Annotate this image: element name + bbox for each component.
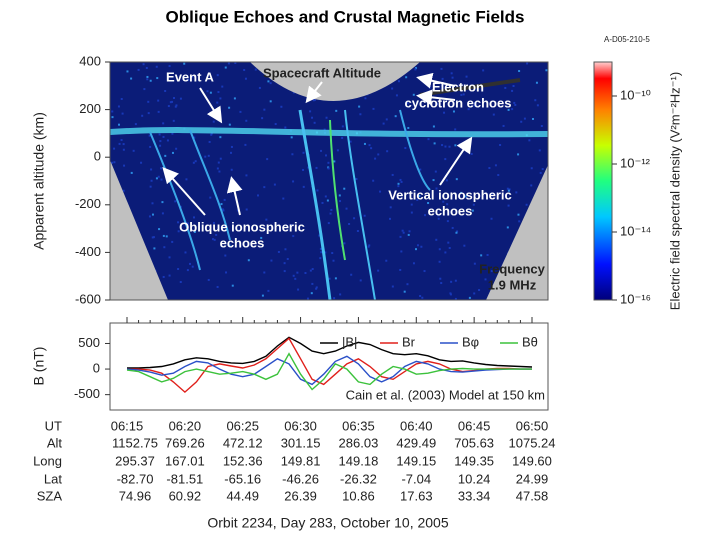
row-header: Long	[33, 453, 62, 468]
table-cell: 47.58	[516, 488, 549, 503]
colorbar	[593, 61, 613, 301]
row-header: SZA	[37, 488, 63, 503]
table-cell: -65.16	[224, 471, 261, 486]
table-cell: 24.99	[516, 471, 549, 486]
table-cell: 286.03	[339, 435, 379, 450]
table-cell: 1075.24	[509, 435, 556, 450]
table-cell: 33.34	[458, 488, 491, 503]
colorbar-tick-label: 10⁻¹⁶	[620, 291, 651, 306]
radargram-image	[110, 62, 548, 300]
y-tick-label: 400	[79, 53, 101, 68]
x-tick-label: 06:50	[516, 418, 549, 433]
table-cell: 152.36	[223, 453, 263, 468]
table-cell: 705.63	[454, 435, 494, 450]
x-tick-label: 06:35	[342, 418, 375, 433]
table-cell: -81.51	[166, 471, 203, 486]
annotation: echoes	[220, 235, 265, 250]
colorbar-label: Electric field spectral density (V²m⁻²Hz…	[667, 72, 682, 310]
table-cell: -82.70	[117, 471, 154, 486]
row-header: Lat	[44, 471, 62, 486]
figure-tag: A-D05-210-5	[604, 35, 650, 44]
annotation: cyclotron echoes	[405, 95, 512, 110]
y-tick-label: 0	[94, 149, 101, 164]
annotation: echoes	[428, 203, 473, 218]
table-cell: 26.39	[284, 488, 317, 503]
table-cell: 149.60	[512, 453, 552, 468]
colorbar-tick-label: 10⁻¹⁴	[620, 223, 651, 238]
page-title: Oblique Echoes and Crustal Magnetic Fiel…	[166, 7, 525, 26]
table-cell: 1152.75	[112, 435, 158, 450]
table-cell: 769.26	[165, 435, 205, 450]
table-cell: 17.63	[400, 488, 433, 503]
x-tick-label: 06:25	[226, 418, 259, 433]
row-header: UT	[45, 418, 62, 433]
table-cell: 60.92	[169, 488, 202, 503]
annotation: Oblique ionospheric	[179, 219, 305, 234]
annotation: Spacecraft Altitude	[263, 65, 381, 80]
x-tick-label: 06:45	[458, 418, 491, 433]
annotation: Event A	[166, 69, 215, 84]
x-tick-label: 06:30	[284, 418, 317, 433]
y-tick-label: 0	[93, 360, 100, 375]
y-tick-label: -400	[75, 244, 101, 259]
annotation: Vertical ionospheric	[388, 187, 512, 202]
table-cell: 44.49	[226, 488, 259, 503]
field-frame	[109, 322, 549, 411]
y-tick-label: -600	[75, 291, 101, 306]
y-axis-label: Apparent altitude (km)	[31, 112, 47, 250]
model-note: Cain et al. (2003) Model at 150 km	[346, 387, 545, 402]
y-tick-label: 200	[79, 101, 101, 116]
table-cell: 10.86	[342, 488, 375, 503]
legend-label: Bφ	[462, 334, 479, 349]
table-cell: 301.15	[281, 435, 321, 450]
annotation: 1.9 MHz	[488, 277, 537, 292]
legend-label: Bθ	[522, 334, 538, 349]
table-cell: 429.49	[396, 435, 436, 450]
legend-label: |B|	[342, 334, 357, 349]
table-cell: -26.32	[340, 471, 377, 486]
colorbar-tick-label: 10⁻¹⁰	[620, 87, 651, 102]
radargram-frame	[109, 61, 549, 301]
table-cell: 472.12	[223, 435, 263, 450]
field-line	[126, 352, 532, 391]
row-header: Alt	[47, 435, 63, 450]
table-cell: 10.24	[458, 471, 491, 486]
table-cell: 149.35	[454, 453, 494, 468]
field-line	[127, 336, 533, 369]
colorbar-tick-label: 10⁻¹²	[620, 155, 651, 170]
field-line	[126, 355, 532, 386]
table-cell: 149.18	[339, 453, 379, 468]
y-tick-label: -500	[74, 386, 100, 401]
table-cell: 295.37	[115, 453, 155, 468]
x-tick-label: 06:40	[400, 418, 433, 433]
y-axis-label: B (nT)	[31, 347, 47, 386]
x-tick-label: 06:15	[111, 418, 144, 433]
table-cell: -7.04	[401, 471, 431, 486]
x-tick-label: 06:20	[169, 418, 202, 433]
footer: Orbit 2234, Day 283, October 10, 2005	[207, 515, 448, 531]
legend-label: Br	[402, 334, 416, 349]
y-tick-label: 500	[78, 335, 100, 350]
table-cell: 149.81	[281, 453, 321, 468]
table-cell: 167.01	[165, 453, 205, 468]
y-tick-label: -200	[75, 196, 101, 211]
annotation: Frequency	[479, 261, 546, 276]
table-cell: 74.96	[119, 488, 152, 503]
table-cell: -46.26	[282, 471, 319, 486]
table-cell: 149.15	[396, 453, 436, 468]
annotation: Electron	[432, 79, 484, 94]
